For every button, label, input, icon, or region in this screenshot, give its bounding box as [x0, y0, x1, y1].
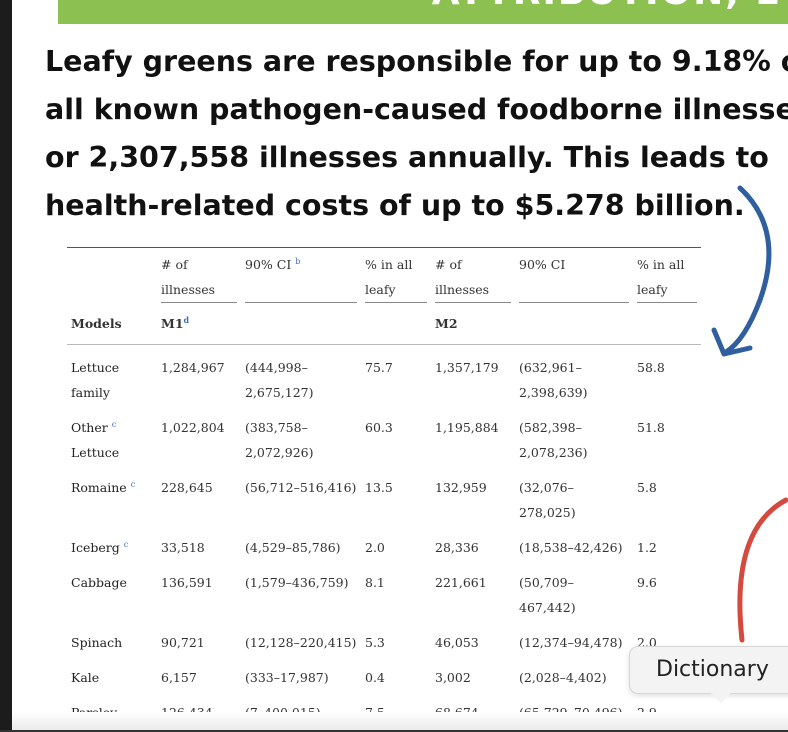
top-banner: ATTRIBUTION, E [58, 0, 788, 24]
header-pct-m2: % in all leafy [637, 252, 697, 303]
illnesses-m1: 90,721 [161, 634, 205, 650]
pct-m1: 60.3 [365, 419, 393, 435]
headline-line-1: Leafy greens are responsible for up to 9… [45, 45, 788, 78]
illnesses-m1: 228,645 [161, 479, 213, 495]
banner-title: ATTRIBUTION, E [432, 0, 782, 13]
pct-m2: 1.2 [637, 539, 657, 555]
row-label: Kale [71, 669, 100, 685]
ci-m2: (12,374–94,478) [519, 634, 623, 650]
illnesses-m2: 28,336 [435, 539, 479, 555]
ci-m2: (632,961– 2,398,639) [519, 359, 588, 400]
row-label: Spinach [71, 634, 123, 650]
illnesses-m2: 46,053 [435, 634, 479, 650]
pct-m1: 5.3 [365, 634, 385, 650]
pct-m1: 0.4 [365, 669, 385, 685]
models-row: Models M1d M2 [67, 307, 701, 345]
ci-m1: (12,128–220,415) [245, 634, 357, 650]
table-row: Cabbage 136,591 (1,579–436,759) 8.1 221,661 (… [67, 570, 701, 620]
illness-attribution-table: # of illnesses 90% CI b % in all leafy # o… [67, 247, 701, 732]
ci-m1: (56,712–516,416) [245, 479, 357, 495]
ci-m1: (1,579–436,759) [245, 574, 349, 590]
tooltip-pointer [711, 693, 731, 703]
header-illnesses-m2: # of illnesses [435, 252, 511, 303]
pct-m1: 2.0 [365, 539, 385, 555]
table-row: Iceberg c 33,518 (4,529–85,786) 2.0 28,336 (1… [67, 535, 701, 560]
model-m1-label: M1d [161, 314, 190, 331]
ci-m1: (4,529–85,786) [245, 539, 341, 555]
illnesses-m2: 3,002 [435, 669, 471, 685]
pct-m2: 51.8 [637, 419, 665, 435]
illnesses-m1: 33,518 [161, 539, 205, 555]
headline-line-2: all known pathogen-caused foodborne illn… [45, 93, 788, 126]
row-label: Other c Lettuce [71, 419, 120, 460]
bottom-fade [12, 712, 788, 732]
row-label: Iceberg c [71, 539, 129, 555]
pct-m2: 5.8 [637, 479, 657, 495]
ci-m2: (582,398– 2,078,236) [519, 419, 588, 460]
header-illnesses-m1: # of illnesses [161, 252, 237, 303]
header-ci-m1: 90% CI b [245, 252, 357, 303]
pct-m1: 13.5 [365, 479, 393, 495]
left-window-edge [0, 0, 12, 732]
headline-text: Leafy greens are responsible for up to 9… [45, 38, 788, 230]
pct-m2: 58.8 [637, 359, 665, 375]
model-m2-label: M2 [435, 316, 458, 331]
ci-m2: (18,538–42,426) [519, 539, 623, 555]
header-pct-m1: % in all leafy [365, 252, 427, 303]
pct-m1: 75.7 [365, 359, 393, 375]
illnesses-m2: 1,357,179 [435, 359, 499, 375]
table-row: Lettuce family 1,284,967 (444,998– 2,675,127… [67, 355, 701, 405]
table-row: Spinach 90,721 (12,128–220,415) 5.3 46,053 (1… [67, 630, 701, 655]
header-ci-m2: 90% CI [519, 252, 629, 303]
headline-line-4: health-related costs of up to $5.278 bil… [45, 189, 745, 222]
dictionary-tooltip[interactable]: Dictionary [629, 646, 788, 694]
table-header-row: # of illnesses 90% CI b % in all leafy # o… [67, 247, 701, 308]
row-label: Lettuce family [71, 359, 120, 400]
pct-m1: 8.1 [365, 574, 385, 590]
table-row: Other c Lettuce 1,022,804 (383,758– 2,072,92… [67, 415, 701, 465]
ci-m2: (50,709– 467,442) [519, 574, 576, 615]
red-annotation-curve [737, 497, 788, 643]
ci-m1: (444,998– 2,675,127) [245, 359, 314, 400]
illnesses-m1: 136,591 [161, 574, 213, 590]
bottom-edge [0, 730, 788, 732]
table-row: Romaine c 228,645 (56,712–516,416) 13.5 132,… [67, 475, 701, 525]
illnesses-m1: 1,284,967 [161, 359, 225, 375]
dictionary-label: Dictionary [656, 657, 769, 682]
row-label: Romaine c [71, 479, 136, 495]
ci-m1: (333–17,987) [245, 669, 329, 685]
illnesses-m1: 1,022,804 [161, 419, 225, 435]
curved-arrow-icon [711, 185, 772, 357]
table-row: Kale 6,157 (333–17,987) 0.4 3,002 (2,028–4,40… [67, 665, 701, 690]
pct-m2: 2.0 [637, 634, 657, 650]
headline-line-3: or 2,307,558 illnesses annually. This le… [45, 141, 769, 174]
ci-m1: (383,758– 2,072,926) [245, 419, 314, 460]
row-label: Cabbage [71, 574, 127, 590]
illnesses-m2: 221,661 [435, 574, 487, 590]
illnesses-m2: 132,959 [435, 479, 487, 495]
models-label: Models [71, 316, 122, 331]
illnesses-m1: 6,157 [161, 669, 197, 685]
ci-m2: (32,076– 278,025) [519, 479, 576, 520]
illnesses-m2: 1,195,884 [435, 419, 499, 435]
ci-m2: (2,028–4,402) [519, 669, 607, 685]
pct-m2: 9.6 [637, 574, 657, 590]
